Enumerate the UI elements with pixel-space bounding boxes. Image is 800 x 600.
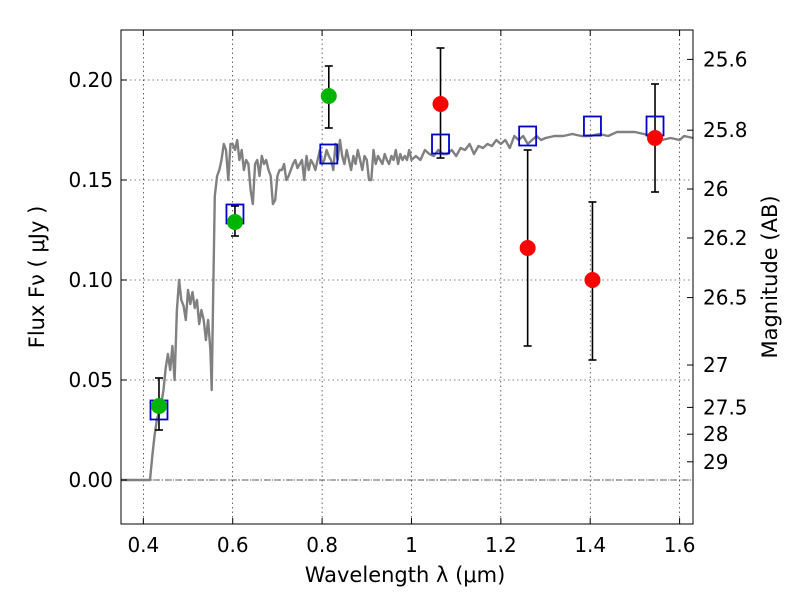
y2-tick-label: 25.8 (703, 118, 748, 142)
flux-point (150, 398, 167, 414)
flux-point (432, 96, 449, 112)
y-tick-label: 0.05 (68, 368, 113, 392)
x-axis: 0.4 0.6 0.8 1 1.2 1.4 1.6 (127, 30, 696, 557)
x-tick-label: 0.8 (306, 533, 338, 557)
plot-frame (120, 29, 694, 525)
y2-tick-label: 26 (703, 177, 728, 201)
y2-axis-label: Magnitude (AB) (758, 195, 782, 358)
y2-tick-label: 26.5 (703, 286, 748, 310)
y2-axis: 25.6 25.8 26 26.2 26.5 27 27.5 28 29 (687, 47, 748, 474)
flux-point (320, 88, 337, 104)
y-axis: 0.00 0.05 0.10 0.15 0.20 (68, 68, 127, 492)
model-square-point (518, 125, 538, 147)
x-tick-label: 1.2 (485, 533, 517, 557)
model-square-point (583, 115, 602, 137)
x-tick-label: 0.6 (217, 533, 249, 557)
y2-tick-label: 29 (703, 450, 728, 474)
y-axis-label: Flux Fν ( μJy ) (25, 206, 49, 349)
plot-background (121, 30, 693, 524)
y2-tick-label: 25.6 (703, 47, 748, 71)
y2-tick-label: 27 (703, 353, 728, 377)
y2-tick-label: 28 (703, 422, 728, 446)
observed-photometry (150, 88, 664, 414)
y-tick-label: 0.10 (68, 268, 113, 292)
y-tick-label: 0.20 (68, 68, 113, 92)
y2-tick-label: 27.5 (703, 395, 748, 419)
spectrum-line (121, 130, 694, 482)
x-tick-label: 0.4 (127, 533, 159, 557)
x-tick-label: 1.4 (574, 533, 606, 557)
model-photometry (149, 115, 665, 421)
model-square-point (319, 143, 339, 165)
flux-point (519, 240, 536, 256)
y-tick-label: 0.15 (68, 168, 113, 192)
x-tick-label: 1.6 (664, 533, 696, 557)
y2-tick-label: 26.2 (703, 226, 748, 250)
model-square-point (431, 133, 450, 155)
flux-point (226, 214, 243, 230)
x-axis-label: Wavelength λ (μm) (305, 563, 506, 587)
flux-point (584, 272, 601, 288)
y-tick-label: 0.00 (68, 468, 113, 492)
template-spectrum (121, 130, 694, 482)
flux-point (647, 130, 664, 146)
x-tick-label: 1 (405, 533, 418, 557)
